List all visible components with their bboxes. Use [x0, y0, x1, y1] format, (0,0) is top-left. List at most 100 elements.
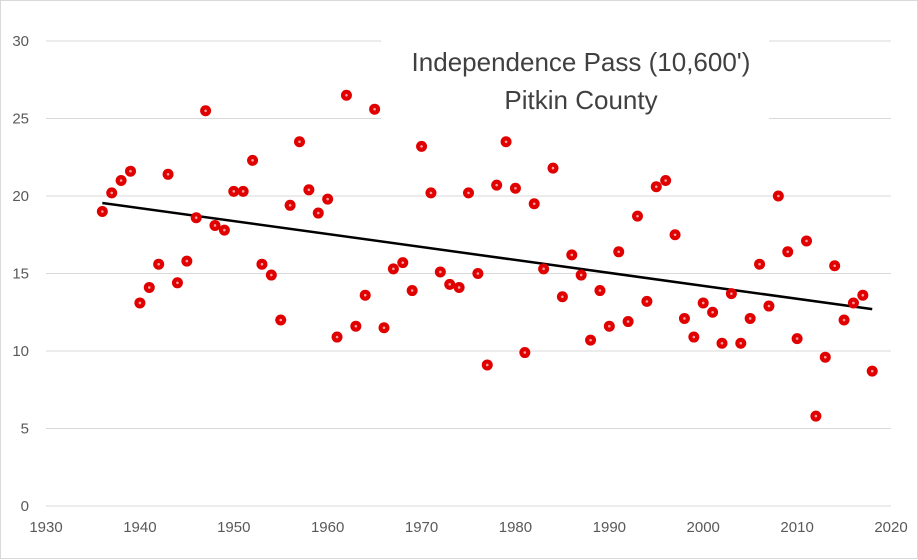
x-tick-label: 1940 [123, 519, 156, 536]
data-point [406, 285, 418, 297]
data-point [171, 277, 183, 289]
data-point-highlight [795, 337, 799, 340]
data-point-highlight [852, 301, 855, 305]
data-point [528, 198, 540, 210]
data-point-highlight [777, 194, 780, 198]
x-tick-label: 2000 [687, 519, 720, 536]
y-tick-label: 15 [12, 266, 29, 283]
data-point-highlight [767, 304, 771, 308]
data-point [622, 316, 634, 328]
data-point-highlight [326, 197, 329, 201]
y-tick-label: 10 [12, 343, 29, 360]
data-point-highlight [251, 159, 254, 162]
data-point [397, 257, 409, 269]
data-point-highlight [429, 191, 433, 195]
data-point-highlight [748, 317, 752, 320]
data-point [359, 289, 371, 301]
data-point-highlight [392, 267, 395, 271]
title-background [381, 39, 769, 121]
data-point [303, 184, 315, 196]
data-point [829, 260, 841, 272]
data-point-highlight [701, 301, 705, 305]
data-point [481, 359, 493, 371]
data-point [838, 314, 850, 326]
y-tick-label: 5 [21, 421, 29, 438]
data-point [444, 278, 456, 290]
data-point [322, 193, 334, 205]
data-point-highlight [758, 262, 761, 266]
data-point [190, 212, 202, 224]
data-point [697, 297, 709, 309]
data-point-highlight [504, 140, 508, 144]
data-point-highlight [476, 272, 480, 275]
data-point-highlight [270, 273, 273, 277]
data-point [754, 258, 766, 270]
y-tick-label: 0 [21, 498, 29, 515]
data-point [810, 410, 822, 422]
data-point-highlight [457, 286, 461, 289]
data-point-highlight [420, 145, 423, 148]
data-point [200, 105, 212, 117]
data-point-highlight [401, 261, 405, 264]
data-point [134, 297, 146, 309]
x-tick-label: 1970 [405, 519, 438, 536]
data-point-highlight [373, 107, 376, 111]
data-point-highlight [166, 173, 170, 176]
data-point-highlight [223, 228, 226, 232]
data-point [340, 89, 352, 101]
data-point [650, 181, 662, 193]
x-tick-label: 1980 [499, 519, 532, 536]
data-point [265, 269, 277, 281]
data-point-highlight [101, 210, 104, 213]
data-point [209, 219, 221, 231]
data-point [463, 187, 474, 199]
data-point-highlight [157, 262, 160, 266]
data-point [331, 331, 343, 343]
x-tick-label: 1990 [593, 519, 626, 536]
data-point-highlight [232, 190, 236, 193]
data-point-highlight [204, 109, 207, 113]
data-point [369, 103, 381, 115]
data-point-highlight [570, 253, 574, 257]
data-point [669, 229, 681, 241]
data-point [500, 136, 512, 148]
data-point [519, 347, 531, 359]
data-point [218, 224, 230, 236]
data-point-highlight [316, 211, 320, 215]
data-point [294, 136, 305, 148]
data-point [181, 255, 193, 267]
data-point [594, 285, 606, 297]
data-point-highlight [213, 224, 217, 227]
title-line-2: Pitkin County [504, 85, 657, 115]
data-point-highlight [495, 183, 498, 187]
data-point-highlight [185, 259, 189, 263]
data-point-highlight [532, 202, 536, 206]
data-point-highlight [805, 239, 808, 243]
data-point-highlight [345, 93, 348, 97]
data-point [143, 281, 155, 293]
x-tick-label: 2010 [780, 519, 813, 536]
data-point-highlight [617, 250, 621, 254]
data-point [678, 312, 690, 324]
data-point-highlight [260, 262, 264, 266]
data-point [660, 175, 672, 186]
x-tick-label: 1930 [29, 519, 62, 536]
data-point-highlight [683, 317, 686, 320]
data-point [547, 162, 559, 174]
data-point [453, 281, 465, 293]
data-point-highlight [589, 338, 592, 342]
data-point [603, 320, 615, 332]
x-tick-label: 1950 [217, 519, 250, 536]
data-point [378, 322, 390, 334]
data-point [613, 246, 625, 258]
data-point-highlight [823, 355, 827, 359]
data-point [162, 168, 174, 180]
data-point-highlight [579, 273, 583, 277]
data-point [641, 295, 653, 307]
data-point [585, 334, 597, 346]
data-point [387, 263, 399, 275]
data-point-highlight [514, 186, 517, 190]
data-point [725, 288, 737, 300]
data-point-highlight [298, 140, 301, 144]
